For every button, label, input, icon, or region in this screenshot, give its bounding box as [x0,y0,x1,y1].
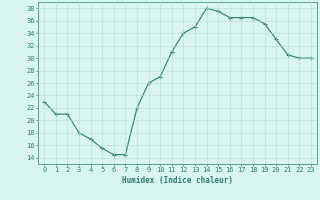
X-axis label: Humidex (Indice chaleur): Humidex (Indice chaleur) [122,176,233,185]
